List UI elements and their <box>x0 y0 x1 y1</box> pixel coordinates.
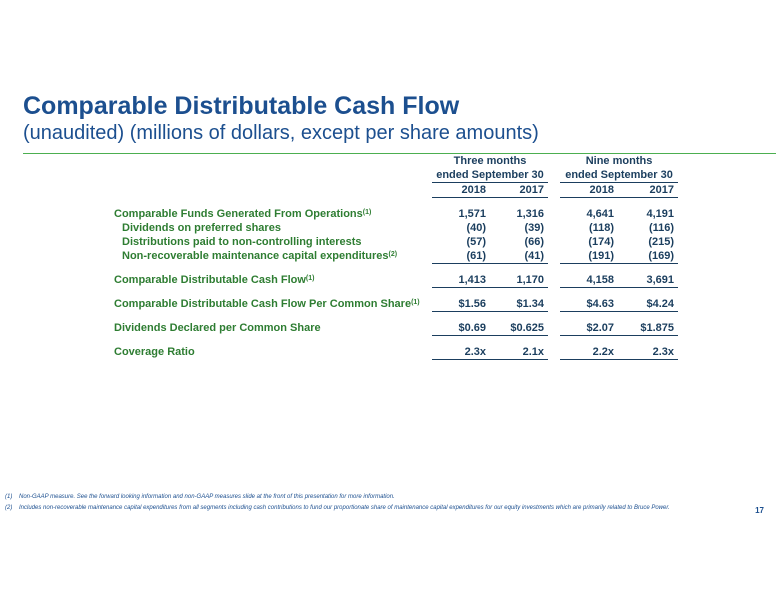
group-header-nine-months-line1: Nine months <box>585 155 653 167</box>
value-cell: (118) <box>588 222 615 234</box>
year-header: 2018 <box>432 182 490 198</box>
footnote-text: Non-GAAP measure. See the forward lookin… <box>19 494 395 500</box>
value-cell: (169) <box>618 249 679 264</box>
row-label: Comparable Distributable Cash Flow Per C… <box>114 298 412 311</box>
table-row: Coverage Ratio 2.3x 2.1x 2.2x 2.3x <box>110 345 679 360</box>
value-cell: 4,158 <box>560 273 619 288</box>
value-cell: (215) <box>648 236 675 248</box>
title-divider <box>23 153 776 154</box>
footnote-number: (2) <box>5 505 13 511</box>
table-row: Comparable Funds Generated From Operatio… <box>110 207 678 221</box>
footnote-text: Includes non-recoverable maintenance cap… <box>19 505 670 511</box>
table-row: Dividends on preferred shares (40) (39) … <box>110 221 678 235</box>
footnote-ref: (2) <box>388 251 398 259</box>
value-cell: $2.07 <box>560 321 619 336</box>
group-header-three-months-line2: ended September 30 <box>432 168 549 183</box>
value-cell: 3,691 <box>618 273 679 288</box>
value-cell: $1.34 <box>490 297 549 312</box>
cash-flow-table: Three months Nine months ended September… <box>110 154 679 360</box>
value-cell: $0.69 <box>432 321 490 336</box>
value-cell: 2.2x <box>560 345 619 360</box>
value-cell: (40) <box>466 222 486 234</box>
value-cell: $4.24 <box>618 297 679 312</box>
table-row: Dividends Declared per Common Share $0.6… <box>110 321 679 336</box>
value-cell: (191) <box>560 249 619 264</box>
group-header-nine-months-line2: ended September 30 <box>560 168 679 183</box>
footnotes: (1) Non-GAAP measure. See the forward loo… <box>5 494 745 516</box>
page-title: Comparable Distributable Cash Flow <box>23 92 460 120</box>
value-cell: 1,413 <box>432 273 490 288</box>
row-label: Dividends Declared per Common Share <box>114 322 321 335</box>
value-cell: (39) <box>524 222 545 234</box>
value-cell: 1,170 <box>490 273 549 288</box>
footnote-ref: (1) <box>305 275 315 283</box>
row-label: Comparable Funds Generated From Operatio… <box>114 208 363 220</box>
year-header: 2017 <box>490 182 549 198</box>
value-cell: (174) <box>588 236 615 248</box>
footnote-ref: (1) <box>411 299 420 307</box>
value-cell: 2.3x <box>432 345 490 360</box>
value-cell: 4,641 <box>586 208 615 220</box>
year-header: 2018 <box>560 182 619 198</box>
table-row: Distributions paid to non-controlling in… <box>110 235 678 249</box>
value-cell: $0.625 <box>490 321 549 336</box>
page-subtitle: (unaudited) (millions of dollars, except… <box>23 122 539 144</box>
row-label: Comparable Distributable Cash Flow <box>114 274 306 287</box>
page-number: 17 <box>755 506 764 515</box>
value-cell: 4,191 <box>646 208 675 220</box>
footnote: (2) Includes non-recoverable maintenance … <box>5 505 745 511</box>
row-label: Non-recoverable maintenance capital expe… <box>122 250 389 263</box>
value-cell: (116) <box>648 222 675 234</box>
value-cell: (41) <box>490 249 549 264</box>
table-row: Comparable Distributable Cash Flow(1) 1,… <box>110 273 679 288</box>
footnote-ref: (1) <box>362 209 372 216</box>
value-cell: (61) <box>432 249 490 264</box>
row-label: Dividends on preferred shares <box>122 222 281 234</box>
row-label: Distributions paid to non-controlling in… <box>122 236 362 248</box>
value-cell: 2.3x <box>618 345 679 360</box>
group-header-three-months-line1: Three months <box>453 155 527 167</box>
value-cell: $1.56 <box>432 297 490 312</box>
value-cell: 1,571 <box>458 208 486 220</box>
row-label: Coverage Ratio <box>114 346 195 359</box>
value-cell: 2.1x <box>490 345 549 360</box>
year-header: 2017 <box>618 182 679 198</box>
value-cell: $4.63 <box>560 297 619 312</box>
footnote: (1) Non-GAAP measure. See the forward loo… <box>5 494 745 500</box>
footnote-number: (1) <box>5 494 13 500</box>
value-cell: $1.875 <box>618 321 679 336</box>
value-cell: (57) <box>466 236 486 248</box>
value-cell: (66) <box>524 236 545 248</box>
table-row: Comparable Distributable Cash Flow Per C… <box>110 297 679 312</box>
table-row: Non-recoverable maintenance capital expe… <box>110 249 679 264</box>
value-cell: 1,316 <box>516 208 545 220</box>
